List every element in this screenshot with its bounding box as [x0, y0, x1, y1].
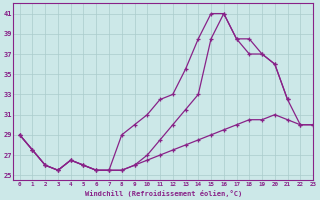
X-axis label: Windchill (Refroidissement éolien,°C): Windchill (Refroidissement éolien,°C) [84, 190, 242, 197]
